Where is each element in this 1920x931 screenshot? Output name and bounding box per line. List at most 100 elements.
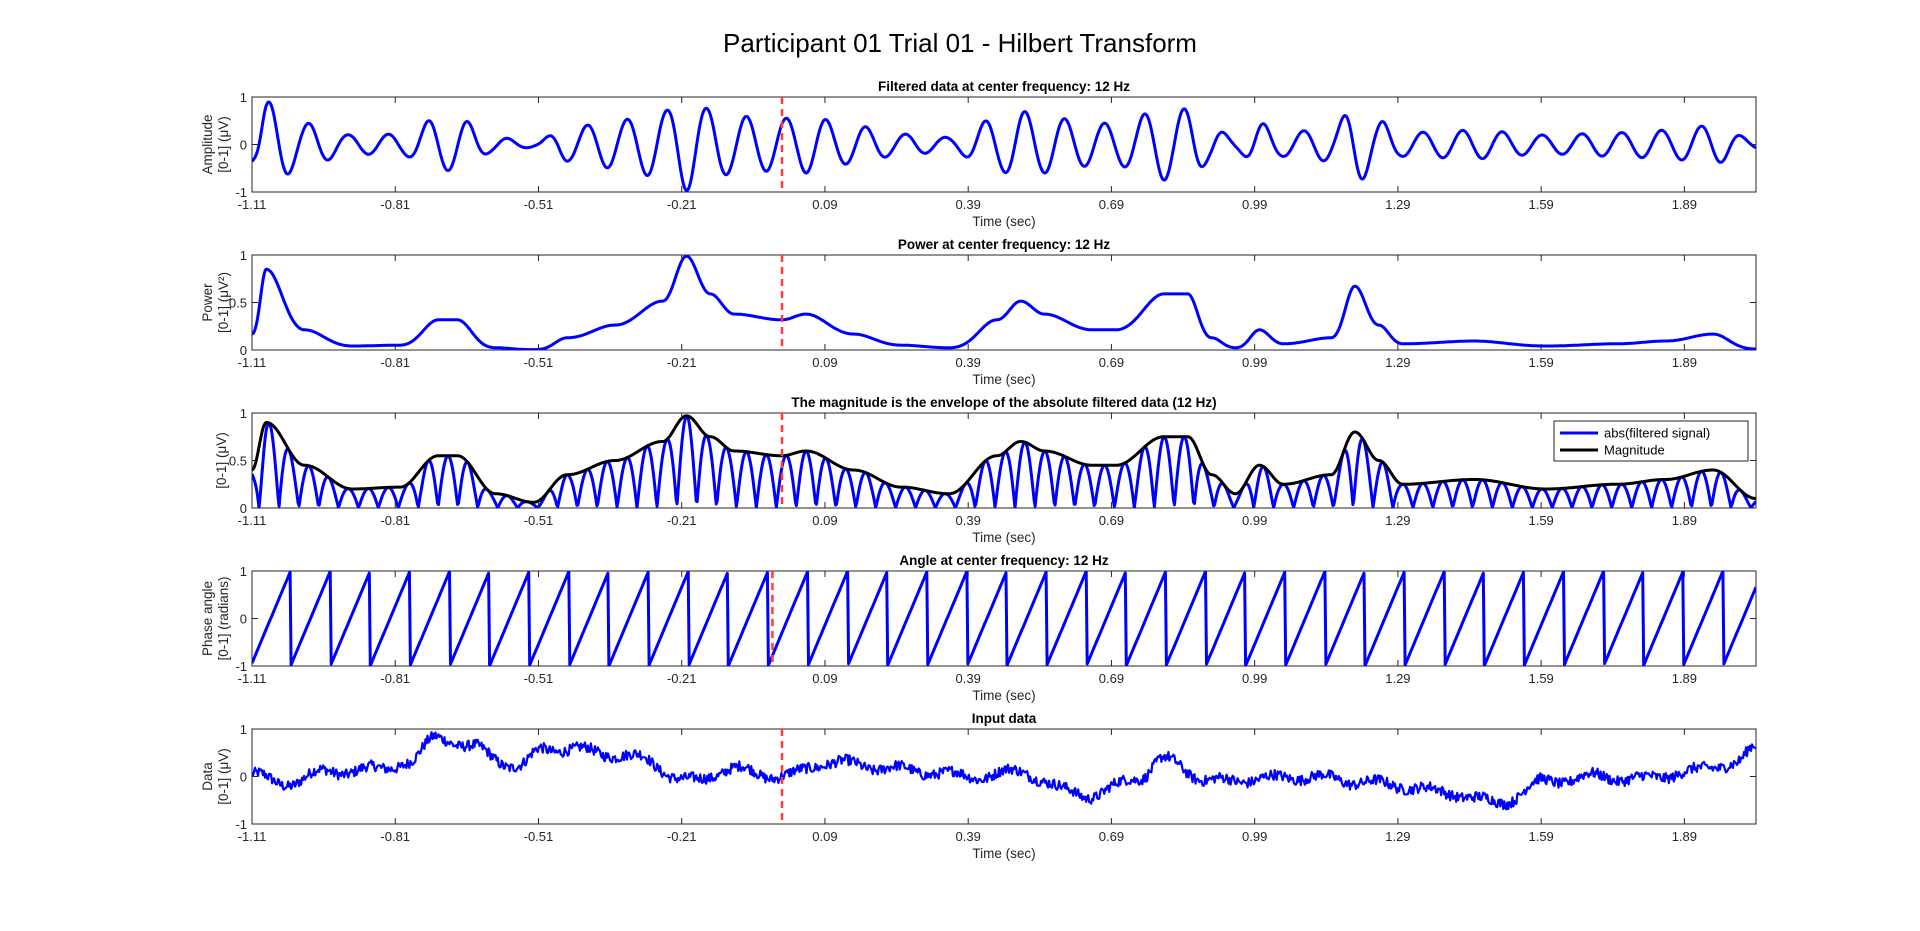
x-tick-label: 0.99 — [1242, 355, 1267, 370]
x-tick-label: 1.59 — [1528, 513, 1553, 528]
x-tick-label: 1.59 — [1528, 671, 1553, 686]
x-tick-label: 1.59 — [1528, 829, 1553, 844]
x-axis-label: Time (sec) — [972, 372, 1035, 387]
y-axis-label: Amplitude — [200, 114, 215, 174]
axes-box — [251, 412, 1757, 509]
x-tick-label: 0.99 — [1242, 513, 1267, 528]
subplot-5: -1.11 -0.81 -0.51 -0.21 0.09 0.39 0.69 0.99 1.29… — [200, 711, 1757, 861]
figure-title: Participant 01 Trial 01 - Hilbert Transf… — [723, 28, 1197, 58]
x-tick-label: -0.21 — [667, 513, 697, 528]
y-tick-label: 0 — [240, 501, 247, 516]
series-line-sawtooth — [252, 571, 1756, 666]
x-tick-label: -1.11 — [238, 513, 267, 528]
x-tick-label: 0.39 — [956, 197, 981, 212]
subplot-title: Input data — [972, 711, 1037, 726]
subplot-title: Angle at center frequency: 12 Hz — [899, 553, 1109, 568]
x-tick-label: 1.59 — [1528, 197, 1553, 212]
x-tick-label: 1.29 — [1385, 513, 1410, 528]
x-tick-label: 0.69 — [1099, 829, 1124, 844]
x-tick-label: 1.29 — [1385, 671, 1410, 686]
series-line-envelope_squared — [252, 255, 1756, 350]
y-tick-label: 1 — [240, 90, 247, 105]
y-axis-label: [0-1] (μV) — [216, 116, 231, 173]
y-axis-label: [0-1] (μV²) — [216, 272, 231, 333]
y-tick-label: 0 — [240, 770, 247, 785]
y-tick-label: 1 — [240, 248, 247, 263]
y-tick-label: 0 — [240, 138, 247, 153]
x-tick-label: 0.09 — [812, 671, 837, 686]
x-tick-label: 1.89 — [1672, 355, 1697, 370]
y-axis-label: Power — [200, 283, 215, 322]
x-tick-label: -0.81 — [380, 513, 410, 528]
y-tick-label: -1 — [235, 659, 247, 674]
y-tick-label: 0.5 — [229, 296, 247, 311]
series-line-oscillation — [252, 100, 1756, 192]
x-tick-label: 0.69 — [1099, 513, 1124, 528]
axes-box — [251, 254, 1757, 351]
x-tick-label: -1.11 — [238, 671, 267, 686]
axes-box — [251, 728, 1757, 825]
series-line-magnitude — [252, 414, 1756, 504]
subplot-2: -1.11 -0.81 -0.51 -0.21 0.09 0.39 0.69 0.99 1.29… — [200, 237, 1757, 387]
x-tick-label: 0.69 — [1099, 197, 1124, 212]
x-tick-label: -0.51 — [524, 355, 554, 370]
subplot-3: -1.11 -0.81 -0.51 -0.21 0.09 0.39 0.69 0.99 1.29… — [214, 395, 1757, 545]
plot-area — [252, 729, 1756, 824]
x-tick-label: 0.39 — [956, 829, 981, 844]
x-tick-label: 0.09 — [812, 829, 837, 844]
x-tick-label: 0.69 — [1099, 355, 1124, 370]
x-tick-label: 1.89 — [1672, 829, 1697, 844]
x-tick-label: -0.81 — [380, 355, 410, 370]
subplot-title: The magnitude is the envelope of the abs… — [791, 395, 1216, 410]
x-tick-label: -1.11 — [238, 355, 267, 370]
x-tick-label: 1.29 — [1385, 355, 1410, 370]
x-tick-label: -0.51 — [524, 513, 554, 528]
x-tick-label: -0.51 — [524, 671, 554, 686]
y-tick-label: 0 — [240, 612, 247, 627]
y-tick-label: -1 — [235, 185, 247, 200]
series-line-noisy — [252, 731, 1756, 811]
x-tick-label: 1.89 — [1672, 197, 1697, 212]
y-axis-label: Phase angle — [200, 581, 215, 656]
subplot-title: Power at center frequency: 12 Hz — [898, 237, 1111, 252]
x-tick-label: 0.09 — [812, 355, 837, 370]
x-axis-label: Time (sec) — [972, 530, 1035, 545]
y-tick-label: 1 — [240, 406, 247, 421]
legend-box — [1553, 420, 1749, 462]
x-tick-label: -0.81 — [380, 829, 410, 844]
x-tick-label: -0.21 — [667, 829, 697, 844]
x-tick-label: 1.59 — [1528, 355, 1553, 370]
x-tick-label: -0.21 — [667, 355, 697, 370]
x-tick-label: 0.39 — [956, 671, 981, 686]
x-axis-label: Time (sec) — [972, 688, 1035, 703]
y-axis-label: [0-1] (μV) — [214, 432, 229, 489]
plot-area — [252, 571, 1756, 666]
x-axis-label: Time (sec) — [972, 214, 1035, 229]
x-tick-label: 1.89 — [1672, 671, 1697, 686]
x-tick-label: -0.21 — [667, 671, 697, 686]
x-tick-label: 1.29 — [1385, 197, 1410, 212]
y-tick-label: 1 — [240, 564, 247, 579]
plot-area — [252, 413, 1756, 508]
legend-entry: abs(filtered signal) — [1604, 426, 1710, 441]
y-tick-label: -1 — [235, 817, 247, 832]
x-tick-label: -0.81 — [380, 197, 410, 212]
x-tick-label: 0.39 — [956, 513, 981, 528]
y-tick-label: 0 — [240, 343, 247, 358]
x-tick-label: 0.69 — [1099, 671, 1124, 686]
x-tick-label: -1.11 — [238, 197, 267, 212]
x-tick-label: 0.99 — [1242, 671, 1267, 686]
x-tick-label: -0.21 — [667, 197, 697, 212]
x-tick-label: -0.81 — [380, 671, 410, 686]
plot-area — [252, 255, 1756, 350]
x-tick-label: -1.11 — [238, 829, 267, 844]
y-tick-label: 1 — [240, 722, 247, 737]
x-tick-label: 0.99 — [1242, 829, 1267, 844]
axes-box — [251, 96, 1757, 193]
x-tick-label: -0.51 — [524, 829, 554, 844]
legend: abs(filtered signal) Magnitude — [1553, 420, 1749, 462]
x-tick-label: -0.51 — [524, 197, 554, 212]
x-tick-label: 0.09 — [812, 513, 837, 528]
